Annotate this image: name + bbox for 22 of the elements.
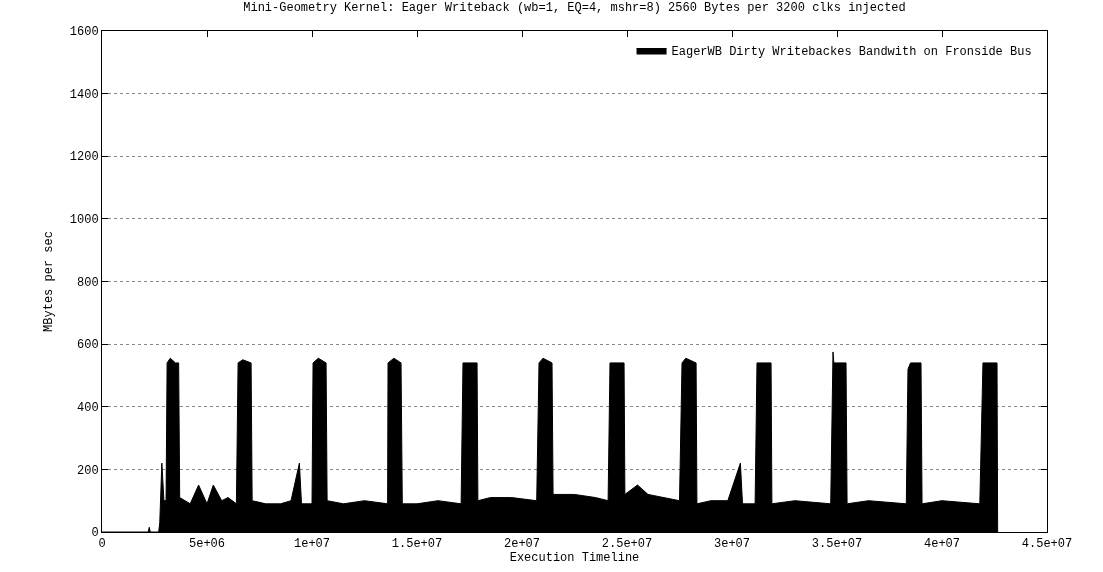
y-tick-label: 400 bbox=[76, 400, 99, 415]
x-tick-label: 2.5e+07 bbox=[601, 537, 653, 552]
x-tick-label: 2e+07 bbox=[503, 537, 541, 552]
x-tick-label: 3.5e+07 bbox=[811, 537, 863, 552]
y-tick-label: 600 bbox=[76, 338, 99, 353]
y-axis-title: MBytes per sec bbox=[42, 231, 57, 332]
x-axis-title: Execution Timeline bbox=[509, 551, 640, 566]
legend-label: EagerWB Dirty Writebackes Bandwith on Fronside Bus bbox=[671, 45, 1032, 60]
y-tick-label: 1400 bbox=[69, 87, 99, 102]
y-tick-label: 200 bbox=[76, 463, 99, 478]
x-tick-label: 5e+06 bbox=[188, 537, 226, 552]
y-tick-label: 0 bbox=[91, 526, 99, 541]
y-tick-label: 1200 bbox=[69, 150, 99, 165]
y-tick-label: 1600 bbox=[69, 25, 99, 40]
chart-title: Mini-Geometry Kernel: Eager Writeback (wb=1, EQ=4, mshr=8) 2560 Bytes per 3200 clks injected bbox=[243, 1, 906, 16]
y-tick-label: 1000 bbox=[69, 213, 99, 228]
x-tick-label: 4.5e+07 bbox=[1021, 537, 1073, 552]
y-tick-label: 800 bbox=[76, 275, 99, 290]
x-tick-label: 1.5e+07 bbox=[391, 537, 443, 552]
x-tick-label: 1e+07 bbox=[293, 537, 331, 552]
x-tick-label: 4e+07 bbox=[923, 537, 961, 552]
x-tick-label: 3e+07 bbox=[713, 537, 751, 552]
